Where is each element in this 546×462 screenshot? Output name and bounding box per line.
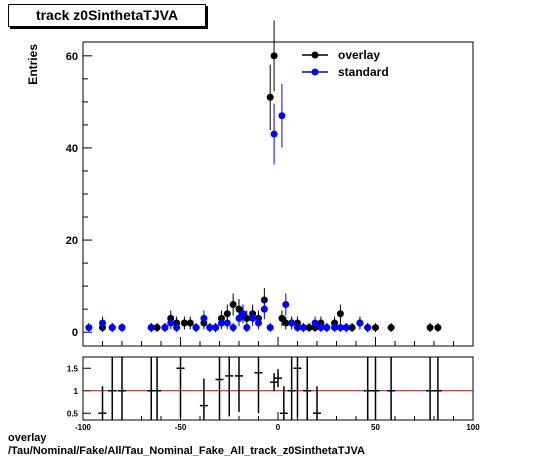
footer-line-1: overlay: [8, 432, 47, 444]
data-point: [186, 319, 194, 327]
legend-marker: [311, 51, 319, 59]
y-axis-label: Entries: [26, 44, 40, 85]
y-tick-label: 60: [66, 51, 78, 63]
legend-label: standard: [338, 65, 389, 79]
data-point: [147, 324, 155, 332]
data-point: [85, 324, 93, 332]
data-point: [118, 324, 126, 332]
data-point: [239, 310, 247, 318]
footer-line-2: /Tau/Nominal/Fake/All/Tau_Nominal_Fake_A…: [8, 445, 366, 457]
y-tick-label: 20: [66, 235, 78, 247]
y-tick-label: 0: [72, 327, 78, 339]
data-point: [223, 319, 231, 327]
legend-label: overlay: [338, 48, 380, 62]
ratio-x-tick-label: 100: [466, 423, 480, 432]
data-point: [180, 319, 188, 327]
data-point: [235, 305, 243, 313]
data-point: [288, 319, 296, 327]
data-point: [282, 319, 290, 327]
data-point: [192, 324, 200, 332]
data-point: [161, 324, 169, 332]
ratio-y-tick-label: 1: [74, 387, 79, 396]
series-standard: [85, 83, 372, 333]
data-point: [108, 324, 116, 332]
data-point: [305, 324, 313, 332]
ratio-plot-border: [82, 356, 474, 421]
chart-title: track z0SinthetaTJVA: [8, 4, 206, 27]
data-point: [223, 310, 231, 318]
data-point: [299, 324, 307, 332]
main-plot-axes: 0 20 40 60: [66, 51, 474, 346]
ratio-plot-series: [98, 357, 442, 420]
data-point: [270, 52, 278, 60]
ratio-x-tick-label: 50: [371, 423, 380, 432]
ratio-y-tick-label: 1.5: [67, 364, 79, 373]
data-point: [243, 324, 251, 332]
data-point: [266, 93, 274, 101]
data-point: [348, 324, 356, 332]
legend-marker: [311, 68, 319, 76]
ratio-x-tick-label: -50: [175, 423, 187, 432]
data-point: [294, 324, 301, 332]
legend: overlay standard: [302, 48, 389, 79]
main-plot-border: [82, 41, 474, 347]
data-point: [278, 112, 286, 120]
data-point: [235, 314, 243, 322]
data-point: [387, 324, 395, 332]
main-plot-frame: [82, 41, 474, 347]
data-point: [206, 324, 214, 332]
series-overlay: [99, 20, 442, 333]
data-point: [323, 324, 331, 332]
data-point: [243, 314, 251, 322]
data-point: [282, 301, 290, 309]
main-plot-series: [85, 20, 442, 333]
data-point: [317, 324, 325, 332]
data-point: [167, 319, 175, 327]
data-point: [342, 324, 350, 332]
data-point: [434, 324, 442, 332]
ratio-x-tick-label: -100: [75, 423, 92, 432]
data-point: [364, 324, 372, 332]
data-point: [212, 324, 220, 332]
data-point: [266, 324, 274, 332]
data-point: [99, 319, 106, 327]
data-point: [229, 301, 237, 309]
data-point: [278, 314, 286, 322]
data-point: [229, 324, 237, 332]
ratio-y-tick-label: 0.5: [67, 409, 79, 418]
data-point: [426, 324, 434, 332]
data-point: [331, 324, 339, 332]
data-point: [356, 319, 364, 327]
data-point: [270, 130, 278, 138]
data-point: [217, 319, 225, 327]
data-point: [311, 319, 319, 327]
data-point: [153, 324, 161, 332]
data-point: [336, 310, 344, 318]
ratio-plot-frame: [82, 356, 474, 421]
data-point: [372, 324, 379, 332]
data-point: [173, 324, 181, 332]
data-point: [260, 305, 268, 313]
ratio-x-tick-label: 0: [276, 423, 281, 432]
data-point: [249, 314, 257, 322]
data-point: [255, 319, 262, 327]
data-point: [336, 324, 344, 332]
data-point: [200, 314, 208, 322]
y-tick-label: 40: [66, 143, 78, 155]
footer: overlay /Tau/Nominal/Fake/All/Tau_Nomina…: [8, 432, 365, 458]
